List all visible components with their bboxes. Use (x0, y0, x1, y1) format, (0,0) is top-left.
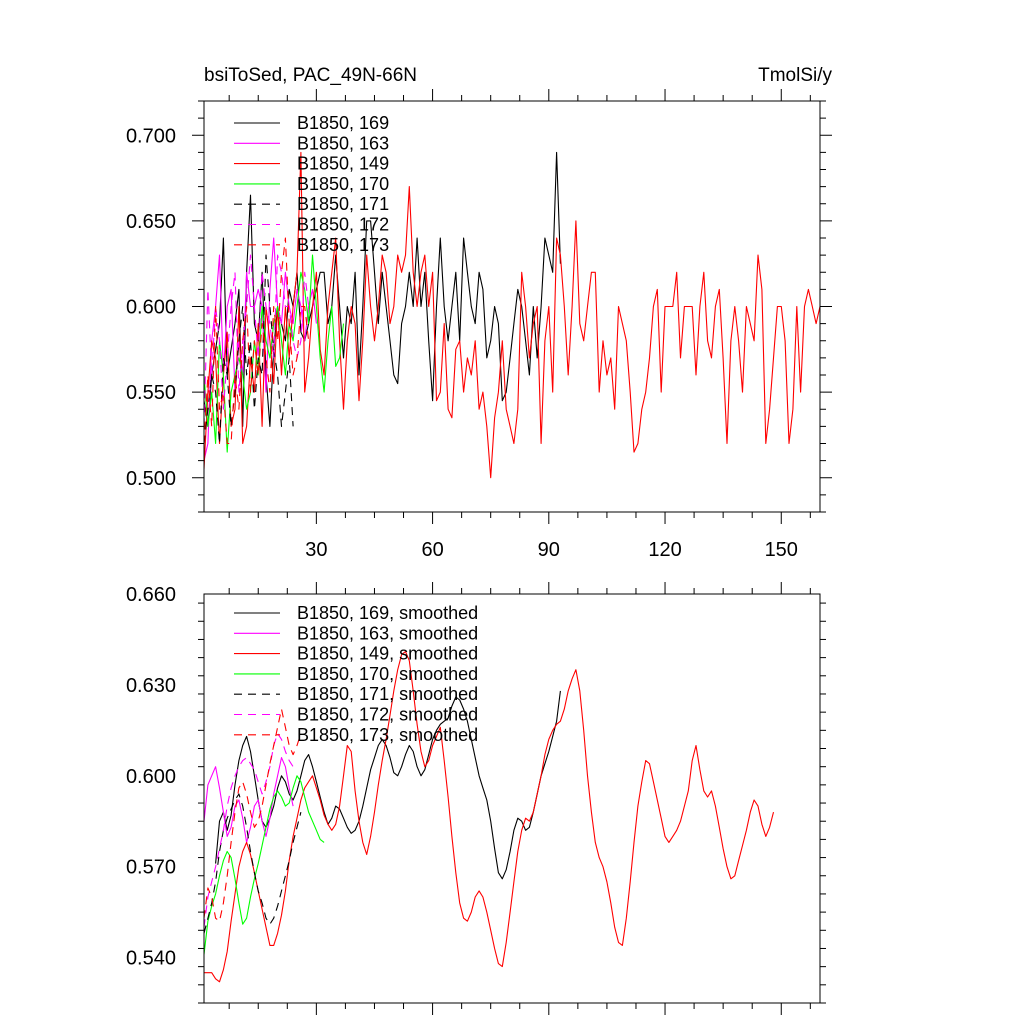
legend-label: B1850, 170, smoothed (297, 664, 478, 684)
series-line (204, 775, 325, 955)
legend-label: B1850, 163, smoothed (297, 623, 478, 643)
series-line (215, 690, 561, 880)
legend-label: B1850, 169 (297, 113, 389, 133)
series-lines (204, 151, 820, 479)
series-line (204, 254, 294, 445)
legend-label: B1850, 149 (297, 154, 389, 174)
x-tick-label: 150 (765, 539, 798, 561)
legend-label: B1850, 172 (297, 215, 389, 235)
legend-label: B1850, 149, smoothed (297, 644, 478, 664)
series-line (204, 793, 302, 934)
legend-label: B1850, 171, smoothed (297, 684, 478, 704)
series-line (204, 151, 561, 427)
plot-frame (203, 593, 821, 1004)
legend-label: B1850, 171 (297, 194, 389, 214)
legend-label: B1850, 163 (297, 133, 389, 153)
legend-label: B1850, 173 (297, 235, 389, 255)
y-tick-label: 0.650 (126, 211, 176, 233)
series-line (204, 237, 310, 445)
x-tick-label: 90 (538, 539, 560, 561)
bottom-panel: 0.540 0.570 0.600 0.630 0.660 B1850, 169, smo… (126, 582, 826, 1015)
units-label: TmolSi/y (758, 65, 832, 86)
y-tick-label: 0.700 (126, 125, 176, 147)
y-tick-label: 0.660 (126, 584, 176, 606)
legend-label: B1850, 173, smoothed (297, 725, 478, 745)
x-tick-label: 60 (421, 539, 443, 561)
series-line (204, 651, 775, 983)
series-line (204, 757, 294, 843)
y-tick-label: 0.630 (126, 675, 176, 697)
series-line (204, 237, 317, 461)
x-tick-label: 30 (305, 539, 327, 561)
legend-label: B1850, 169, smoothed (297, 603, 478, 623)
y-tick-label: 0.500 (126, 468, 176, 490)
y-tick-label: 0.600 (126, 297, 176, 319)
legend-label: B1850, 172, smoothed (297, 705, 478, 725)
top-panel: 30 60 90 120 150 0.500 0.550 0.600 0.650 0.700 B18… (126, 89, 832, 561)
x-tick-label: 120 (648, 539, 681, 561)
y-tick-label: 0.600 (126, 766, 176, 788)
series-line (204, 254, 345, 453)
legend-label: B1850, 170 (297, 174, 389, 194)
y-tick-label: 0.570 (126, 857, 176, 879)
chart-title: bsiToSed, PAC_49N-66N (204, 65, 417, 86)
y-tick-label: 0.550 (126, 382, 176, 404)
y-tick-label: 0.540 (126, 948, 176, 970)
series-line (204, 708, 302, 922)
series-line (204, 151, 820, 479)
